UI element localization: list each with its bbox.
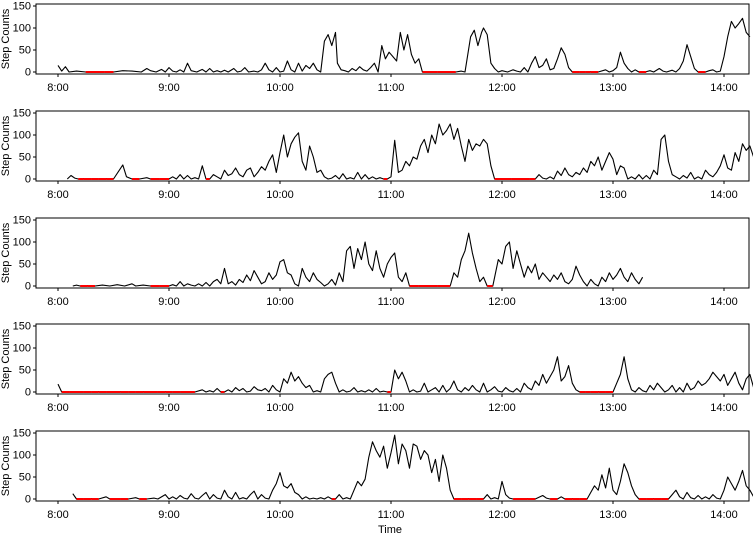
x-axis-title: Time [378,524,402,536]
x-tick-label: 8:00 [47,296,68,308]
y-axis-title: Step Counts [0,115,12,176]
x-tick-label: 13:00 [599,82,627,94]
y-tick-label: 150 [13,1,31,13]
x-tick-label: 12:00 [488,82,516,94]
step-count-line [66,123,753,180]
x-tick-label: 10:00 [266,296,294,308]
x-tick-label: 10:00 [266,509,294,521]
y-axis-title: Step Counts [0,328,12,389]
x-tick-label: 11:00 [378,509,405,521]
y-tick-label: 150 [13,428,31,440]
x-tick-label: 11:00 [378,82,405,94]
y-tick-label: 100 [13,23,31,35]
x-tick-label: 12:00 [488,509,516,521]
y-tick-label: 150 [13,215,31,227]
y-axis-title: Step Counts [0,222,12,283]
x-tick-label: 9:00 [158,402,179,414]
x-tick-label: 8:00 [47,82,68,94]
y-tick-label: 100 [13,343,31,355]
y-tick-label: 150 [13,321,31,333]
y-tick-label: 0 [25,174,31,186]
step-count-line [72,232,644,287]
y-tick-label: 50 [19,152,31,164]
x-tick-label: 12:00 [488,296,516,308]
x-tick-label: 14:00 [710,82,738,94]
x-tick-label: 8:00 [47,509,68,521]
x-tick-label: 14:00 [710,296,738,308]
x-tick-label: 8:00 [47,402,68,414]
x-tick-label: 13:00 [599,296,627,308]
step-count-line [57,356,753,393]
x-tick-label: 13:00 [599,402,627,414]
x-tick-label: 14:00 [710,189,738,201]
x-tick-label: 8:00 [47,189,68,201]
x-tick-label: 9:00 [158,296,179,308]
y-tick-label: 100 [13,237,31,249]
panel-frame [35,217,750,289]
y-axis-title: Step Counts [0,435,12,496]
y-tick-label: 0 [25,387,31,399]
y-tick-label: 0 [25,281,31,293]
x-tick-label: 10:00 [266,402,294,414]
panel-frame [35,323,750,395]
x-tick-label: 14:00 [710,402,738,414]
panel-frame [35,110,750,182]
x-tick-label: 13:00 [599,509,627,521]
y-tick-label: 150 [13,108,31,120]
x-tick-label: 10:00 [266,82,294,94]
y-tick-label: 50 [19,259,31,271]
panel-frame [35,3,750,75]
y-axis-title: Step Counts [0,8,12,69]
y-tick-label: 0 [25,67,31,79]
y-tick-label: 0 [25,494,31,506]
y-tick-label: 50 [19,45,31,57]
x-tick-label: 10:00 [266,189,294,201]
x-tick-label: 11:00 [378,402,405,414]
x-tick-label: 11:00 [378,296,405,308]
y-tick-label: 100 [13,130,31,142]
x-tick-label: 13:00 [599,189,627,201]
step-count-line [57,17,751,73]
x-tick-label: 11:00 [378,189,405,201]
x-tick-label: 12:00 [488,189,516,201]
x-tick-label: 14:00 [710,509,738,521]
x-tick-label: 9:00 [158,189,179,201]
step-count-line [72,434,753,500]
y-tick-label: 50 [19,365,31,377]
y-tick-label: 100 [13,450,31,462]
x-tick-label: 9:00 [158,82,179,94]
y-tick-label: 50 [19,472,31,484]
panel-frame [35,430,750,502]
x-tick-label: 9:00 [158,509,179,521]
x-tick-label: 12:00 [488,402,516,414]
